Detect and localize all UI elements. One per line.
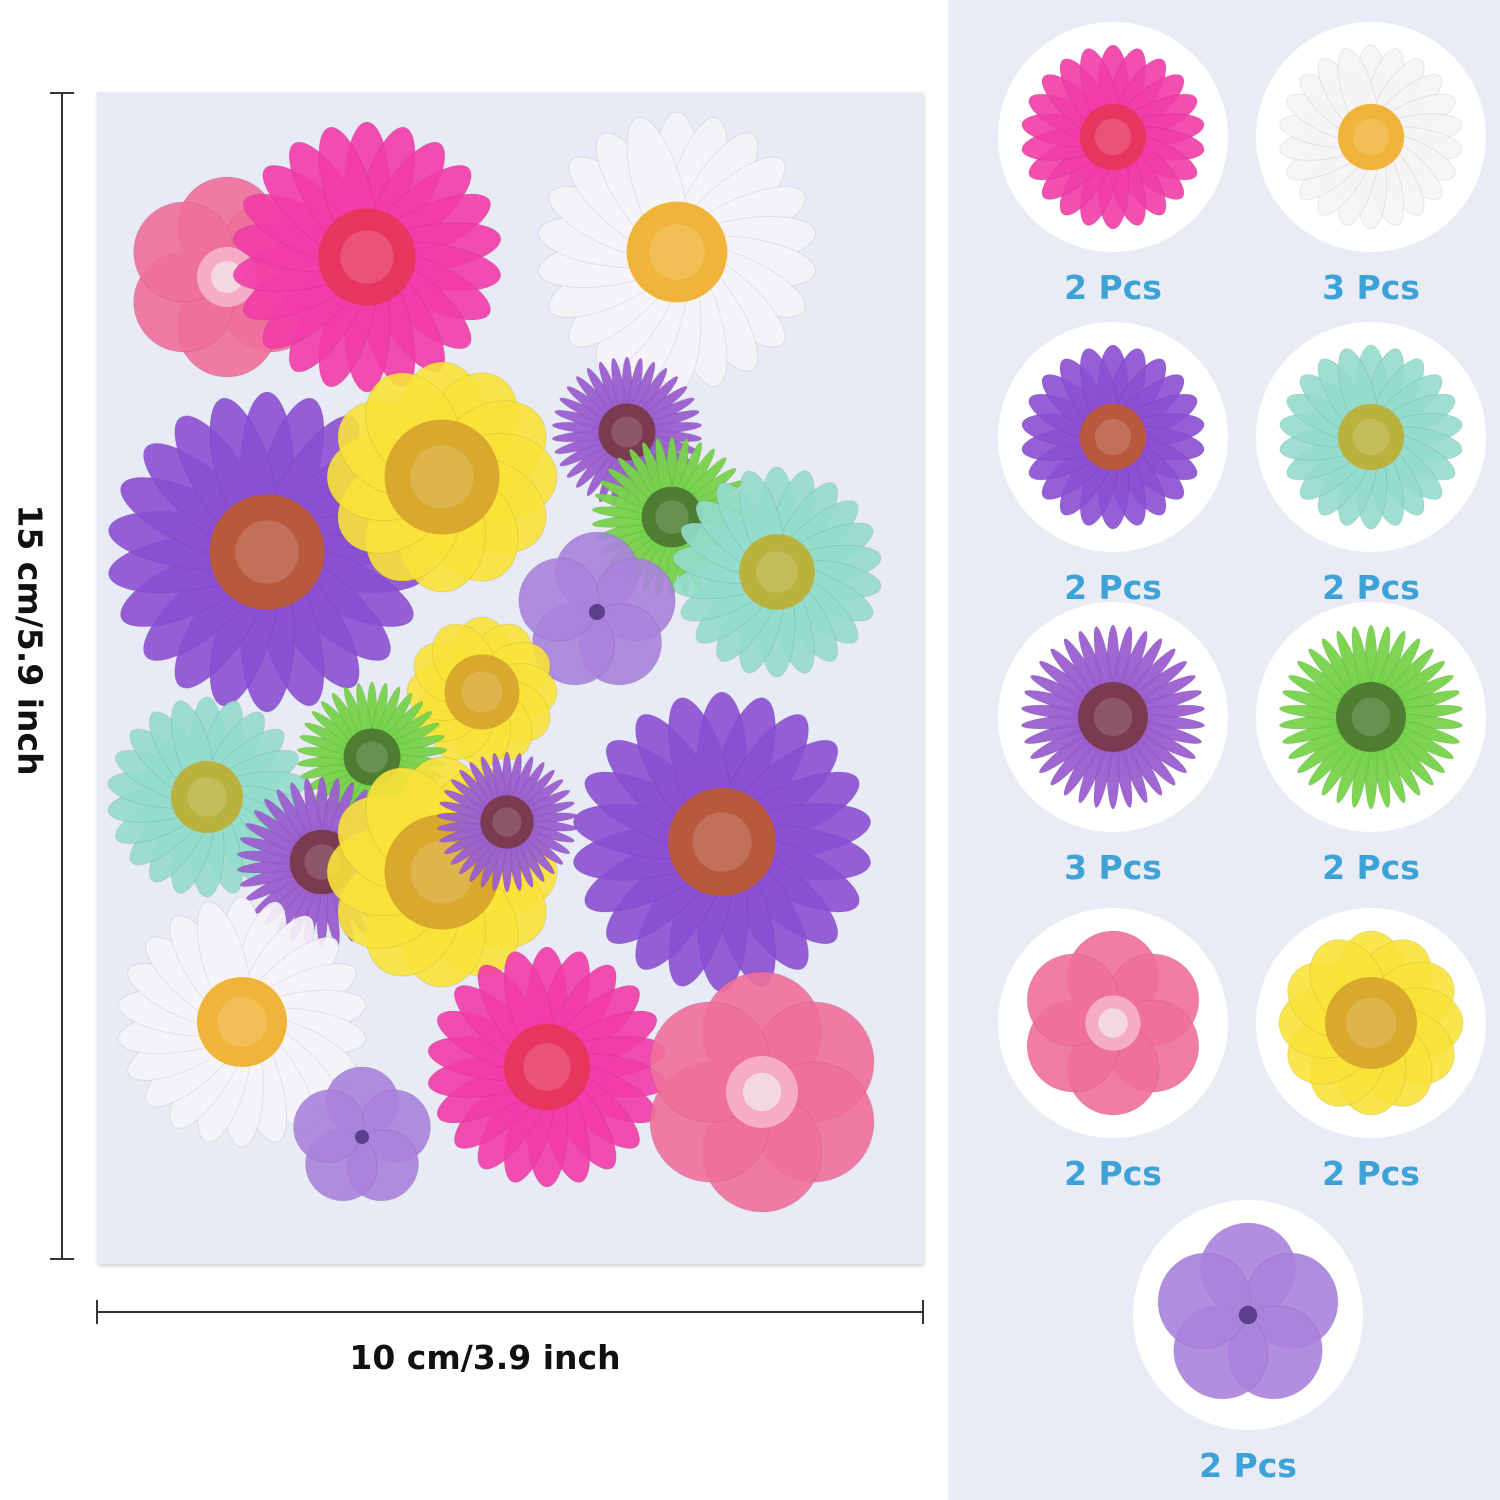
yellow-daisy-icon bbox=[1278, 930, 1464, 1116]
pressed-flower-15 bbox=[436, 751, 578, 893]
pressed-flower-3 bbox=[232, 121, 502, 393]
variant-photo-circle bbox=[1256, 22, 1486, 252]
quantity-label: 2 Pcs bbox=[1322, 1154, 1420, 1193]
quantity-label: 2 Pcs bbox=[1322, 848, 1420, 887]
quantity-label: 2 Pcs bbox=[1064, 568, 1162, 607]
variant-photo-circle bbox=[1133, 1200, 1363, 1430]
variant-white-daisy: 3 Pcs bbox=[1256, 22, 1486, 307]
pressed-flower-1 bbox=[537, 111, 817, 393]
quantity-label: 2 Pcs bbox=[1064, 268, 1162, 307]
height-label: 15 cm/5.9 inch bbox=[10, 504, 50, 776]
quantity-label: 2 Pcs bbox=[1199, 1446, 1297, 1485]
height-dimension-line bbox=[50, 92, 74, 1260]
width-dimension-line bbox=[96, 1300, 924, 1324]
white-daisy-icon bbox=[1279, 44, 1463, 230]
quantity-label: 2 Pcs bbox=[1322, 568, 1420, 607]
variant-photo-circle bbox=[998, 908, 1228, 1138]
variant-lilac-verbena: 2 Pcs bbox=[1133, 1200, 1363, 1485]
variant-photo-circle bbox=[1256, 908, 1486, 1138]
pressed-flower-9 bbox=[518, 531, 676, 686]
pressed-flower-18 bbox=[293, 1066, 431, 1202]
width-label: 10 cm/3.9 inch bbox=[349, 1338, 621, 1377]
purple-aster-icon bbox=[1020, 624, 1206, 810]
variant-photo-circle bbox=[998, 322, 1228, 552]
magenta-daisy-icon bbox=[1021, 44, 1205, 230]
pressed-flower-19 bbox=[427, 946, 667, 1188]
variant-green-aster: 2 Pcs bbox=[1256, 602, 1486, 887]
pressed-flower-4 bbox=[108, 391, 426, 713]
pressed-flower-12 bbox=[107, 696, 307, 898]
variant-photo-circle bbox=[1256, 602, 1486, 832]
pressed-flower-5 bbox=[326, 361, 558, 593]
purple-daisy-icon bbox=[1021, 344, 1205, 530]
variant-yellow-daisy: 2 Pcs bbox=[1256, 908, 1486, 1193]
dimension-markers bbox=[50, 92, 924, 1324]
variant-photo-circle bbox=[998, 22, 1228, 252]
pressed-flower-10 bbox=[406, 616, 558, 768]
variant-pink-larkspur: 2 Pcs bbox=[998, 908, 1228, 1193]
pressed-flower-16 bbox=[572, 691, 872, 993]
green-aster-icon bbox=[1278, 624, 1464, 810]
quantity-label: 3 Pcs bbox=[1322, 268, 1420, 307]
quantity-label: 2 Pcs bbox=[1064, 1154, 1162, 1193]
variant-purple-aster: 3 Pcs bbox=[998, 602, 1228, 887]
pink-larkspur-icon bbox=[1026, 930, 1200, 1116]
variant-magenta-daisy: 2 Pcs bbox=[998, 22, 1228, 307]
variant-mint-daisy: 2 Pcs bbox=[1256, 322, 1486, 607]
lilac-verbena-icon bbox=[1157, 1222, 1339, 1400]
variant-photo-circle bbox=[998, 602, 1228, 832]
pressed-flower-arrangement bbox=[107, 111, 882, 1213]
quantity-label: 3 Pcs bbox=[1064, 848, 1162, 887]
flower-sheet bbox=[97, 92, 923, 1264]
variant-photo-circle bbox=[1256, 322, 1486, 552]
pressed-flower-8 bbox=[672, 466, 882, 678]
pressed-flower-17 bbox=[117, 896, 367, 1148]
pressed-flower-20 bbox=[649, 971, 875, 1213]
mint-daisy-icon bbox=[1279, 344, 1463, 530]
variant-purple-daisy: 2 Pcs bbox=[998, 322, 1228, 607]
